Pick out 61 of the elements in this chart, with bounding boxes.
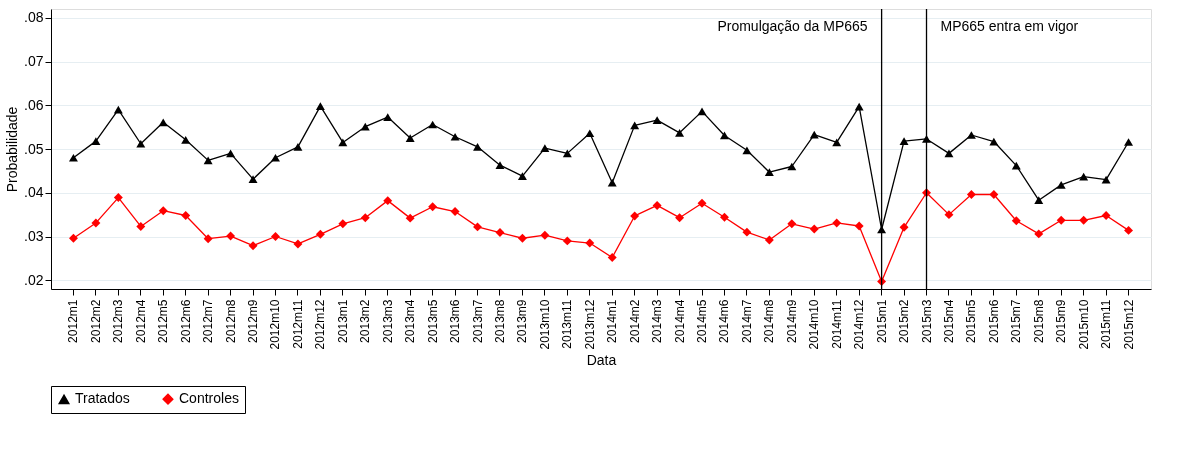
x-tick-label: 2013m2 xyxy=(358,299,373,343)
x-tick-label: 2013m9 xyxy=(515,299,530,343)
x-tick-label: 2015m4 xyxy=(941,299,956,343)
x-tick-label: 2012m7 xyxy=(201,299,216,343)
x-tick-label: 2014m12 xyxy=(852,299,867,350)
x-tick-label: 2013m8 xyxy=(492,299,507,343)
x-tick-label: 2014m3 xyxy=(650,299,665,343)
x-tick-label: 2012m9 xyxy=(246,299,261,343)
ref-line-label: Promulgação da MP665 xyxy=(717,18,868,34)
x-tick-label: 2012m8 xyxy=(223,299,238,343)
y-tick-label: .05 xyxy=(24,140,44,157)
y-tick-label: .08 xyxy=(24,9,44,26)
x-tick-label: 2015m3 xyxy=(919,299,934,343)
x-tick-label: 2015m12 xyxy=(1121,299,1136,350)
y-tick-label: .06 xyxy=(24,96,44,113)
ref-line-label: MP665 entra em vigor xyxy=(940,18,1079,34)
legend-label: Controles xyxy=(179,390,239,407)
x-tick-label: 2013m1 xyxy=(335,299,350,343)
x-tick-label: 2014m8 xyxy=(762,299,777,343)
x-tick-label: 2014m4 xyxy=(672,299,687,343)
x-tick-label: 2013m10 xyxy=(537,299,552,350)
x-tick-label: 2014m5 xyxy=(695,299,710,343)
y-tick-label: .02 xyxy=(24,271,44,288)
legend-label: Tratados xyxy=(75,390,130,407)
y-axis-title: Probabilidade xyxy=(4,106,21,193)
x-tick-label: 2013m6 xyxy=(448,299,463,343)
x-tick-label: 2014m2 xyxy=(627,299,642,343)
x-tick-label: 2015m10 xyxy=(1076,299,1091,350)
x-tick-label: 2015m6 xyxy=(986,299,1001,343)
x-tick-label: 2015m5 xyxy=(964,299,979,343)
x-tick-label: 2015m9 xyxy=(1054,299,1069,343)
x-tick-label: 2012m3 xyxy=(111,299,126,343)
x-tick-label: 2012m4 xyxy=(133,299,148,343)
x-tick-label: 2012m12 xyxy=(313,299,328,350)
y-tick-label: .04 xyxy=(24,184,44,201)
x-tick-label: 2012m2 xyxy=(88,299,103,343)
x-axis-title: Data xyxy=(586,351,617,368)
x-tick-label: 2013m11 xyxy=(560,299,575,349)
x-tick-label: 2014m7 xyxy=(739,299,754,343)
x-tick-label: 2015m7 xyxy=(1009,299,1024,343)
x-tick-label: 2012m1 xyxy=(66,299,81,343)
x-tick-label: 2012m6 xyxy=(178,299,193,343)
x-tick-label: 2015m1 xyxy=(874,299,889,343)
x-tick-label: 2014m6 xyxy=(717,299,732,343)
x-tick-label: 2012m11 xyxy=(290,299,305,349)
x-tick-label: 2015m8 xyxy=(1031,299,1046,343)
x-tick-label: 2013m4 xyxy=(403,299,418,343)
x-tick-label: 2013m12 xyxy=(582,299,597,350)
x-tick-label: 2014m1 xyxy=(605,299,620,343)
x-tick-label: 2013m5 xyxy=(425,299,440,343)
x-tick-label: 2012m5 xyxy=(156,299,171,343)
x-tick-label: 2012m10 xyxy=(268,299,283,350)
x-tick-label: 2014m11 xyxy=(829,299,844,349)
y-tick-label: .03 xyxy=(24,228,44,244)
x-tick-label: 2014m9 xyxy=(784,299,799,343)
x-tick-label: 2014m10 xyxy=(807,299,822,350)
x-tick-label: 2015m2 xyxy=(897,299,912,343)
x-tick-label: 2013m3 xyxy=(380,299,395,343)
x-tick-label: 2013m7 xyxy=(470,299,485,343)
x-tick-label: 2015m11 xyxy=(1099,299,1114,349)
y-tick-label: .07 xyxy=(24,53,44,69)
